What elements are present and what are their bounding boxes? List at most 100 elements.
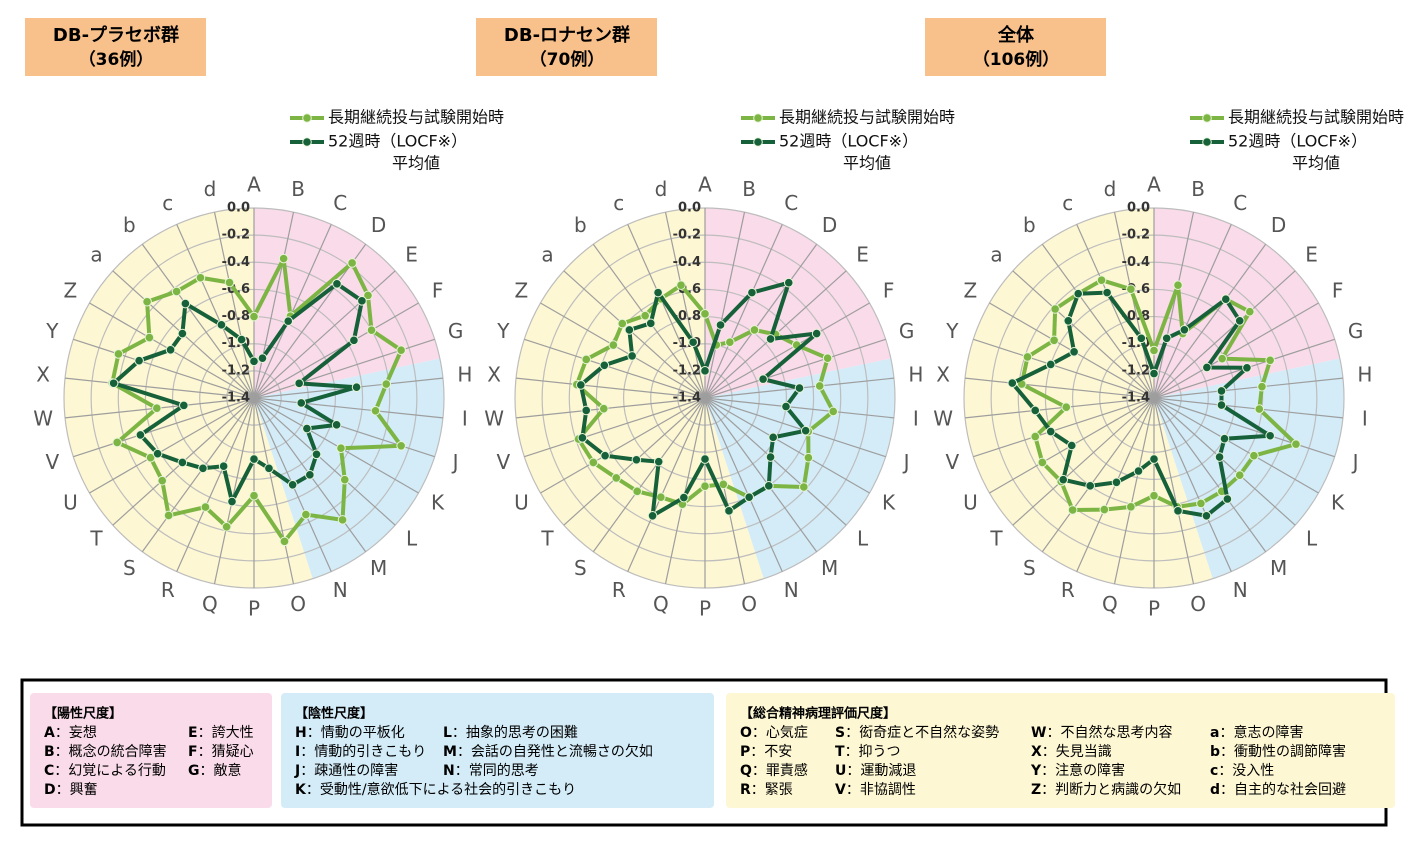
category-label: A [698,173,712,197]
spoke [524,397,706,458]
chart-subtitle: （70例） [530,49,605,70]
data-point [1126,502,1136,512]
spoke [704,397,886,458]
item-key: Y [1030,763,1042,779]
data-point [1202,362,1212,373]
category-label: P [699,597,711,621]
spoke [704,397,746,584]
data-point [1069,347,1079,357]
data-point [351,382,362,393]
category-label: O [1190,592,1206,616]
data-point [236,334,247,345]
data-point [1063,316,1074,326]
data-point [1216,400,1227,410]
item-key: B [44,744,55,760]
data-point [1216,386,1227,396]
spoke [1153,270,1296,399]
category-label: G [1348,319,1364,343]
category-label: J [451,450,459,474]
legend-label: 52週時（LOCF※） [1228,132,1367,151]
category-label: C [784,191,798,215]
data-point [257,353,268,363]
category-label: U [963,491,978,515]
category-label: H [1357,362,1372,386]
category-label: W [933,407,953,431]
tick-label: -1.4 [673,391,701,406]
data-point [1030,431,1041,442]
data-point [653,287,663,298]
tick-label: 0.0 [227,201,250,216]
spoke [176,397,255,572]
data-point [1249,450,1259,461]
data-point [1045,359,1056,370]
item-key: C [44,763,54,779]
category-label: A [1147,173,1161,197]
data-point [700,366,710,376]
spoke [1153,397,1195,584]
data-point [331,420,342,430]
data-point [768,432,778,443]
legend-label: 長期継続投与試験開始時 [1228,108,1404,127]
category-label: H [457,362,472,386]
data-point [339,474,350,485]
category-label: S [574,556,587,580]
chart-subtitle: （36例） [79,49,154,70]
data-point [218,461,229,471]
sector [705,208,891,398]
data-point [599,360,610,371]
category-label: c [162,191,173,215]
data-point [631,454,642,465]
spoke [64,377,255,399]
spoke [540,397,706,494]
category-label: E [856,243,869,267]
data-point [302,423,312,434]
data-point [803,452,814,463]
spoke [1153,397,1267,553]
category-label: H [908,362,923,386]
data-point [283,316,294,326]
spoke [515,397,706,419]
spoke [253,224,332,399]
data-point [1126,284,1136,294]
tick-label: -0.2 [673,228,701,243]
data-point [1291,439,1301,449]
item-key: I [295,744,300,760]
category-label: E [405,243,418,267]
item-key: W [1031,725,1046,741]
spoke [1153,243,1267,399]
category-label: N [784,578,799,602]
item-key: H [295,725,307,741]
data-point [645,318,656,329]
category-label: M [821,556,838,580]
category-label: I [1362,407,1368,431]
spoke [704,212,746,399]
data-point [799,482,809,492]
spoke [1113,212,1155,399]
data-point [249,454,259,464]
item-text: ：妄想 [55,725,97,741]
item-text: ：心気症 [752,725,808,741]
category-label: G [899,319,915,343]
chart-title: 全体 [997,24,1035,46]
item-key: d [1210,782,1220,798]
spoke [524,338,706,399]
legend-note: 平均値 [1292,154,1340,173]
data-point [177,457,188,468]
data-point [152,448,163,459]
item-text: ：抑うつ [845,744,901,760]
category-label: L [1306,526,1318,550]
data-point [1222,494,1233,504]
scale-title: 【陽性尺度】 [44,706,122,722]
data-point [822,353,833,363]
data-point [305,470,315,480]
spoke [592,397,706,553]
data-point [349,335,359,346]
category-label: V [497,450,511,474]
item-text: ：疎通性の障害 [300,763,398,779]
scale-box [726,693,1395,808]
category-label: U [514,491,529,515]
category-label: R [1061,578,1075,602]
radar-chart: DB-ロナセン群（70例）A BCDEFGHIJKLMNOPQRSTUVWXYZa… [476,18,955,621]
item-key: O [740,725,752,741]
data-point [1149,454,1159,464]
